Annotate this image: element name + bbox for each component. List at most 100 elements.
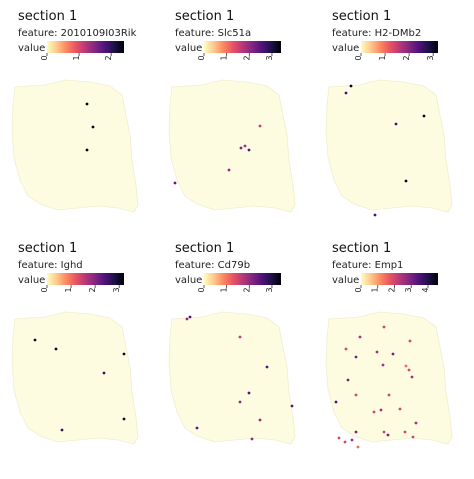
expression-spot bbox=[227, 168, 231, 172]
expression-spot bbox=[382, 430, 386, 434]
colorbar-tick-label: 1 bbox=[72, 55, 81, 60]
expression-spot bbox=[404, 364, 408, 368]
colorbar-tick-label: 2 bbox=[242, 55, 251, 60]
expression-spot bbox=[188, 315, 192, 319]
colorbar-tick-label: 0 bbox=[354, 55, 363, 60]
expression-spot bbox=[346, 378, 350, 382]
panel-title: section 1 bbox=[332, 241, 391, 256]
expression-spot bbox=[33, 338, 37, 342]
expression-spot bbox=[250, 437, 254, 441]
panel-feature-label: feature: Ighd bbox=[18, 260, 83, 271]
expression-spot bbox=[381, 363, 385, 367]
tissue-section bbox=[168, 79, 296, 213]
expression-spot bbox=[354, 430, 358, 434]
expression-spot bbox=[422, 114, 426, 118]
expression-spot bbox=[334, 400, 338, 404]
expression-spot bbox=[290, 404, 294, 408]
expression-spot bbox=[238, 335, 242, 339]
tissue-section bbox=[325, 311, 453, 445]
colorbar bbox=[204, 41, 281, 53]
colorbar-tick-label: 1 bbox=[220, 287, 229, 292]
tissue-section bbox=[11, 79, 139, 213]
panel-title: section 1 bbox=[175, 241, 234, 256]
colorbar bbox=[361, 273, 438, 285]
colorbar-tick-label: 0 bbox=[40, 55, 49, 60]
colorbar-tick-label: 1 bbox=[378, 55, 387, 60]
expression-spot bbox=[238, 400, 242, 404]
legend-title: value bbox=[18, 275, 45, 286]
colorbar bbox=[47, 41, 124, 53]
expression-spot bbox=[358, 335, 362, 339]
colorbar-tick-label: 2 bbox=[104, 55, 113, 60]
panel-feature-label: feature: Cd79b bbox=[175, 260, 250, 271]
expression-spot bbox=[349, 84, 353, 88]
colorbar-tick-label: 2 bbox=[88, 287, 97, 292]
panel-feature-label: feature: Slc51a bbox=[175, 28, 251, 39]
expression-spot bbox=[403, 430, 407, 434]
expression-spot bbox=[382, 325, 386, 329]
legend-title: value bbox=[332, 43, 359, 54]
expression-spot bbox=[350, 438, 354, 442]
legend-title: value bbox=[175, 43, 202, 54]
expression-spot bbox=[344, 91, 348, 95]
panel-feature-label: feature: 2010109I03Rik bbox=[18, 28, 137, 39]
expression-spot bbox=[85, 148, 89, 152]
expression-spot bbox=[243, 144, 247, 148]
colorbar-tick-label: 2 bbox=[402, 55, 411, 60]
expression-spot bbox=[122, 352, 126, 356]
expression-spot bbox=[258, 418, 262, 422]
tissue-section bbox=[325, 79, 453, 213]
panel-feature-label: feature: Emp1 bbox=[332, 260, 403, 271]
expression-spot bbox=[122, 417, 126, 421]
expression-spot bbox=[379, 408, 383, 412]
expression-spot bbox=[258, 124, 262, 128]
colorbar bbox=[361, 41, 438, 53]
expression-spot bbox=[102, 371, 106, 375]
expression-spot bbox=[337, 436, 341, 440]
colorbar-tick-label: 3 bbox=[265, 287, 274, 292]
colorbar-tick-label: 1 bbox=[64, 287, 73, 292]
panel-feature-label: feature: H2-DMb2 bbox=[332, 28, 421, 39]
colorbar-tick-label: 0 bbox=[197, 55, 206, 60]
expression-spot bbox=[247, 391, 251, 395]
expression-spot bbox=[239, 146, 243, 150]
expression-spot bbox=[265, 365, 269, 369]
panel-title: section 1 bbox=[175, 9, 234, 24]
tissue-section bbox=[11, 311, 139, 445]
colorbar-tick-label: 1 bbox=[220, 55, 229, 60]
expression-spot bbox=[404, 179, 408, 183]
expression-spot bbox=[411, 435, 415, 439]
expression-spot bbox=[247, 148, 251, 152]
expression-spot bbox=[354, 355, 358, 359]
expression-spot bbox=[195, 426, 199, 430]
expression-spot bbox=[60, 428, 64, 432]
expression-spot bbox=[414, 421, 418, 425]
colorbar-tick-label: 1 bbox=[371, 287, 380, 292]
expression-spot bbox=[373, 213, 377, 217]
expression-spot bbox=[407, 368, 411, 372]
colorbar-tick-label: 3 bbox=[426, 55, 435, 60]
expression-spot bbox=[54, 347, 58, 351]
colorbar-tick-label: 0 bbox=[197, 287, 206, 292]
expression-spot bbox=[343, 440, 347, 444]
colorbar bbox=[204, 273, 281, 285]
colorbar-tick-label: 3 bbox=[404, 287, 413, 292]
expression-spot bbox=[408, 339, 412, 343]
colorbar-tick-label: 3 bbox=[265, 55, 274, 60]
tissue-section bbox=[168, 311, 296, 445]
legend-title: value bbox=[332, 275, 359, 286]
colorbar-tick-label: 2 bbox=[242, 287, 251, 292]
panel-title: section 1 bbox=[18, 9, 77, 24]
panel-title: section 1 bbox=[18, 241, 77, 256]
legend-title: value bbox=[175, 275, 202, 286]
expression-spot bbox=[386, 433, 390, 437]
